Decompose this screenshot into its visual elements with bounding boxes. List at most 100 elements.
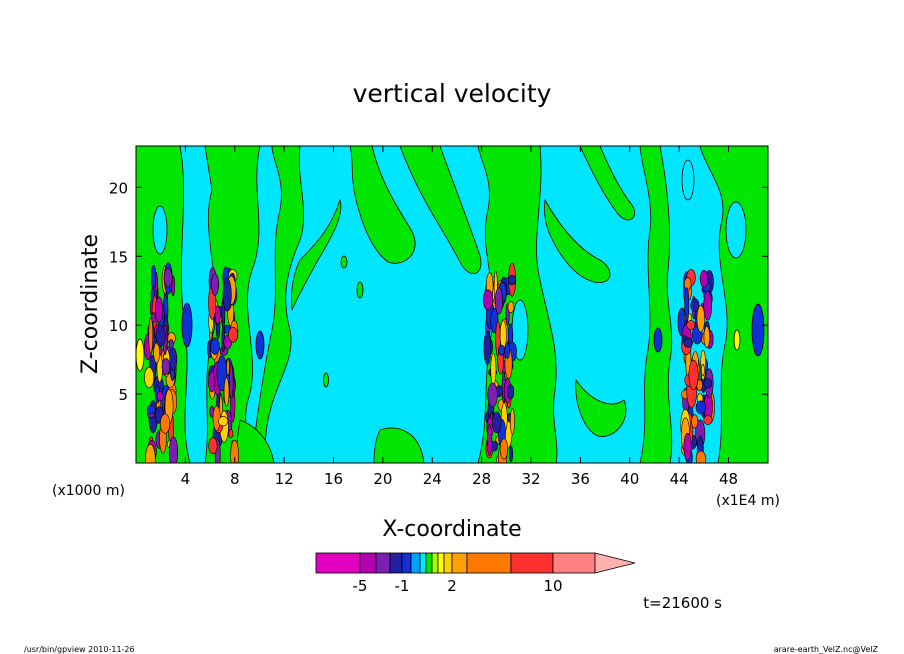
convective-cell [168, 339, 174, 349]
footer-left-text: /usr/bin/gpview 2010-11-26 [24, 645, 135, 654]
field-band [235, 419, 275, 463]
convective-cell [492, 411, 502, 434]
field-cell [136, 338, 145, 372]
convective-cell [482, 289, 494, 311]
field-cell [653, 327, 663, 353]
convective-cell [155, 296, 164, 323]
x-tick-label: 32 [521, 470, 540, 488]
colorbar-tick-label: 2 [447, 577, 457, 595]
x-axis-ticks: 4 8 12 16 20 24 28 32 36 40 44 48 [181, 146, 738, 488]
convective-cell [688, 359, 699, 391]
field-cell [255, 330, 265, 360]
convective-cell [161, 358, 171, 375]
convective-columns [144, 262, 715, 463]
convective-cell [507, 301, 515, 314]
x-tick-label: 12 [275, 470, 294, 488]
field-band [349, 146, 416, 264]
convective-cell [222, 277, 232, 312]
plot-frame [135, 145, 769, 464]
field-band [399, 146, 482, 274]
convective-cell [229, 364, 234, 399]
colorbar-segment [315, 552, 361, 574]
x-tick-label: 8 [230, 470, 240, 488]
colorbar-segment [510, 552, 554, 574]
convective-cell [148, 317, 154, 354]
convective-cell [145, 443, 156, 463]
x-tick-label: 4 [181, 470, 191, 488]
convective-cell [146, 404, 156, 415]
convective-cell [499, 438, 509, 460]
convective-cell [490, 353, 497, 386]
colorbar-segment [359, 552, 377, 574]
convective-cell [168, 436, 179, 463]
colorbar-segment [410, 552, 421, 574]
time-label: t=21600 s [643, 594, 722, 612]
colorbar-tick-label: -1 [395, 577, 410, 595]
colorbar-segment [401, 552, 412, 574]
colorbar-segment [466, 552, 512, 574]
field-band [579, 146, 635, 221]
convective-cell [686, 320, 696, 330]
convective-cell [163, 267, 173, 288]
x-tick-label: 16 [324, 470, 343, 488]
field-cell [751, 303, 765, 357]
velocity-field [136, 146, 768, 463]
y-axis-label: Z-coordinate [78, 234, 103, 374]
convective-cell [223, 377, 230, 407]
y-tick-label: 5 [118, 386, 128, 404]
colorbar-segment [431, 552, 439, 574]
convective-cell [683, 432, 692, 461]
field-island [152, 205, 168, 255]
field-cell [181, 302, 193, 348]
colorbar-segment [425, 552, 433, 574]
x-unit-left-label: (x1000 m) [52, 483, 125, 499]
convective-cell [703, 290, 712, 321]
convective-cell [208, 437, 218, 455]
x-tick-label: 28 [472, 470, 491, 488]
field-island [725, 201, 747, 259]
colorbar: -5 -1 2 10 [315, 552, 636, 595]
field-band [699, 146, 768, 463]
convective-cell [214, 305, 221, 325]
x-tick-label: 48 [719, 470, 738, 488]
convective-cell [208, 371, 216, 393]
colorbar-segment [437, 552, 445, 574]
colorbar-tick-label: 10 [543, 577, 562, 595]
convective-cell [696, 305, 705, 333]
colorbar-extend-arrow [594, 552, 636, 574]
convective-cell [695, 450, 707, 463]
convective-cell [695, 400, 707, 415]
colorbar-segment [443, 552, 453, 574]
convective-cell [160, 413, 171, 434]
convective-cell [498, 344, 505, 356]
convective-cell [699, 269, 709, 288]
y-tick-label: 20 [109, 179, 128, 197]
x-unit-right-label: (x1E4 m) [716, 493, 780, 509]
field-band [639, 146, 673, 463]
y-axis-ticks: 5 10 15 20 [109, 179, 768, 404]
x-tick-label: 24 [423, 470, 442, 488]
convective-cell [507, 384, 515, 400]
x-tick-label: 36 [571, 470, 590, 488]
colorbar-tick-label: -5 [353, 577, 368, 595]
x-tick-label: 40 [620, 470, 639, 488]
convective-cell [211, 273, 220, 296]
convective-cell [684, 277, 692, 291]
convective-cell [486, 424, 493, 457]
convective-cell [684, 287, 690, 323]
convective-cell [144, 367, 155, 388]
x-tick-label: 20 [373, 470, 392, 488]
y-tick-label: 10 [109, 317, 128, 335]
colorbar-segment [389, 552, 403, 574]
field-band [291, 198, 342, 311]
field-cell [733, 329, 741, 351]
convective-cell [230, 439, 239, 463]
field-band [575, 378, 627, 437]
convective-cell [508, 445, 514, 463]
colorbar-segment [552, 552, 596, 574]
field-island [681, 159, 695, 201]
convective-cell [228, 326, 239, 343]
footer-right-text: arare-earth_VelZ.nc@VelZ [774, 645, 879, 654]
convective-cell [703, 378, 713, 389]
